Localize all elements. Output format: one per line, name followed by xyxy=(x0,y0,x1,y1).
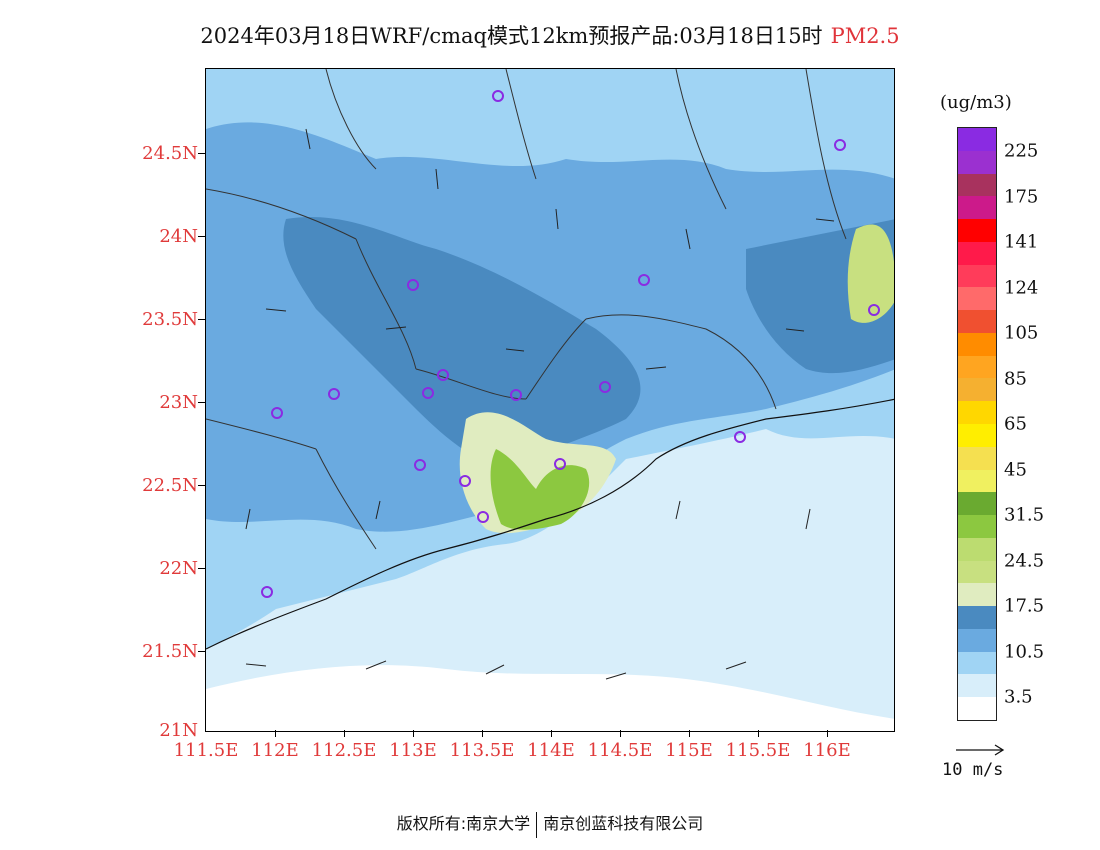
legend-label: 65 xyxy=(1004,413,1027,435)
color-legend xyxy=(957,127,997,721)
y-label-23n: 23N xyxy=(159,392,198,413)
y-label-22n: 22N xyxy=(159,558,198,579)
legend-swatch xyxy=(958,128,996,152)
legend-swatch xyxy=(958,628,996,653)
x-label-113-5e: 113.5E xyxy=(449,740,515,761)
x-tick xyxy=(620,730,621,737)
x-label-112e: 112E xyxy=(251,740,299,761)
legend-swatch xyxy=(958,173,996,197)
wind-reference-label: 10 m/s xyxy=(942,760,1004,780)
legend-swatch xyxy=(958,310,996,334)
copyright-left: 版权所有:南京大学 xyxy=(396,814,531,833)
y-tick xyxy=(198,236,206,237)
coastal-low-region xyxy=(206,665,894,731)
legend-label: 17.5 xyxy=(1004,595,1045,617)
map-title: 2024年03月18日WRF/cmaq模式12km预报产品:03月18日15时 P… xyxy=(0,20,1100,50)
legend-swatch xyxy=(958,697,996,721)
x-label-114-5e: 114.5E xyxy=(587,740,653,761)
legend-swatch xyxy=(958,150,996,175)
x-tick xyxy=(758,730,759,737)
legend-swatch xyxy=(958,674,996,698)
x-tick xyxy=(551,730,552,737)
legend-swatch xyxy=(958,446,996,471)
legend-swatch xyxy=(958,583,996,607)
legend-label: 45 xyxy=(1004,459,1027,481)
legend-swatch xyxy=(958,515,996,539)
y-label-23-5n: 23.5N xyxy=(142,309,198,330)
copyright-separator xyxy=(536,811,538,838)
legend-unit: (ug/m3) xyxy=(940,92,1012,113)
y-tick xyxy=(198,319,206,320)
legend-swatch xyxy=(958,492,996,516)
y-tick xyxy=(198,153,206,154)
legend-swatch xyxy=(958,241,996,266)
x-label-111-5e: 111.5E xyxy=(173,740,239,761)
forecast-map[interactable] xyxy=(205,68,895,732)
y-tick xyxy=(198,651,206,652)
legend-swatch xyxy=(958,264,996,288)
legend-label: 31.5 xyxy=(1004,504,1045,526)
x-tick xyxy=(413,730,414,737)
legend-label: 24.5 xyxy=(1004,550,1045,572)
copyright-right: 南京创蓝科技有限公司 xyxy=(543,814,704,833)
legend-swatch xyxy=(958,606,996,630)
x-label-112-5e: 112.5E xyxy=(311,740,377,761)
station-markers xyxy=(261,90,880,598)
legend-label: 175 xyxy=(1004,186,1039,208)
legend-label: 124 xyxy=(1004,277,1039,299)
x-label-116e: 116E xyxy=(803,740,851,761)
x-label-115-5e: 115.5E xyxy=(725,740,791,761)
legend-swatch xyxy=(958,424,996,448)
x-label-114e: 114E xyxy=(527,740,575,761)
legend-swatch xyxy=(958,651,996,675)
legend-swatch xyxy=(958,469,996,493)
pollutant-label: PM2.5 xyxy=(830,24,900,48)
legend-label: 225 xyxy=(1004,140,1039,162)
y-tick xyxy=(198,402,206,403)
x-label-113e: 113E xyxy=(389,740,437,761)
y-label-24n: 24N xyxy=(159,226,198,247)
x-label-115e: 115E xyxy=(665,740,713,761)
legend-swatch xyxy=(958,332,996,357)
legend-swatch xyxy=(958,287,996,311)
map-canvas xyxy=(206,69,894,731)
legend-label: 85 xyxy=(1004,368,1027,390)
y-tick xyxy=(198,485,206,486)
pm-level-24-5-east-region xyxy=(847,224,894,323)
admin-boundaries xyxy=(206,69,847,550)
legend-label: 105 xyxy=(1004,322,1039,344)
pm-level-31-5-region xyxy=(490,449,590,530)
legend-swatch xyxy=(958,378,996,402)
wind-vectors xyxy=(245,128,835,680)
legend-swatch xyxy=(958,219,996,243)
y-label-24-5n: 24.5N xyxy=(142,143,198,164)
legend-swatch xyxy=(958,196,996,220)
x-tick xyxy=(689,730,690,737)
x-tick xyxy=(344,730,345,737)
x-tick xyxy=(482,730,483,737)
wind-reference-arrow xyxy=(956,744,1005,756)
legend-swatch xyxy=(958,355,996,379)
legend-swatch xyxy=(958,401,996,425)
copyright: 版权所有:南京大学 南京创蓝科技有限公司 xyxy=(0,810,1100,838)
legend-swatch xyxy=(958,537,996,562)
x-tick xyxy=(827,730,828,737)
pm-level-17-5-region xyxy=(283,216,641,469)
coastline xyxy=(206,398,894,650)
title-text: 2024年03月18日WRF/cmaq模式12km预报产品:03月18日15时 xyxy=(200,24,823,48)
x-tick xyxy=(275,730,276,737)
legend-label: 141 xyxy=(1004,231,1039,253)
y-label-22-5n: 22.5N xyxy=(142,475,198,496)
y-label-21-5n: 21.5N xyxy=(142,641,198,662)
y-label-21n: 21N xyxy=(159,720,198,741)
legend-swatch xyxy=(958,560,996,584)
legend-label: 3.5 xyxy=(1004,686,1033,708)
legend-label: 10.5 xyxy=(1004,641,1045,663)
y-tick xyxy=(198,568,206,569)
